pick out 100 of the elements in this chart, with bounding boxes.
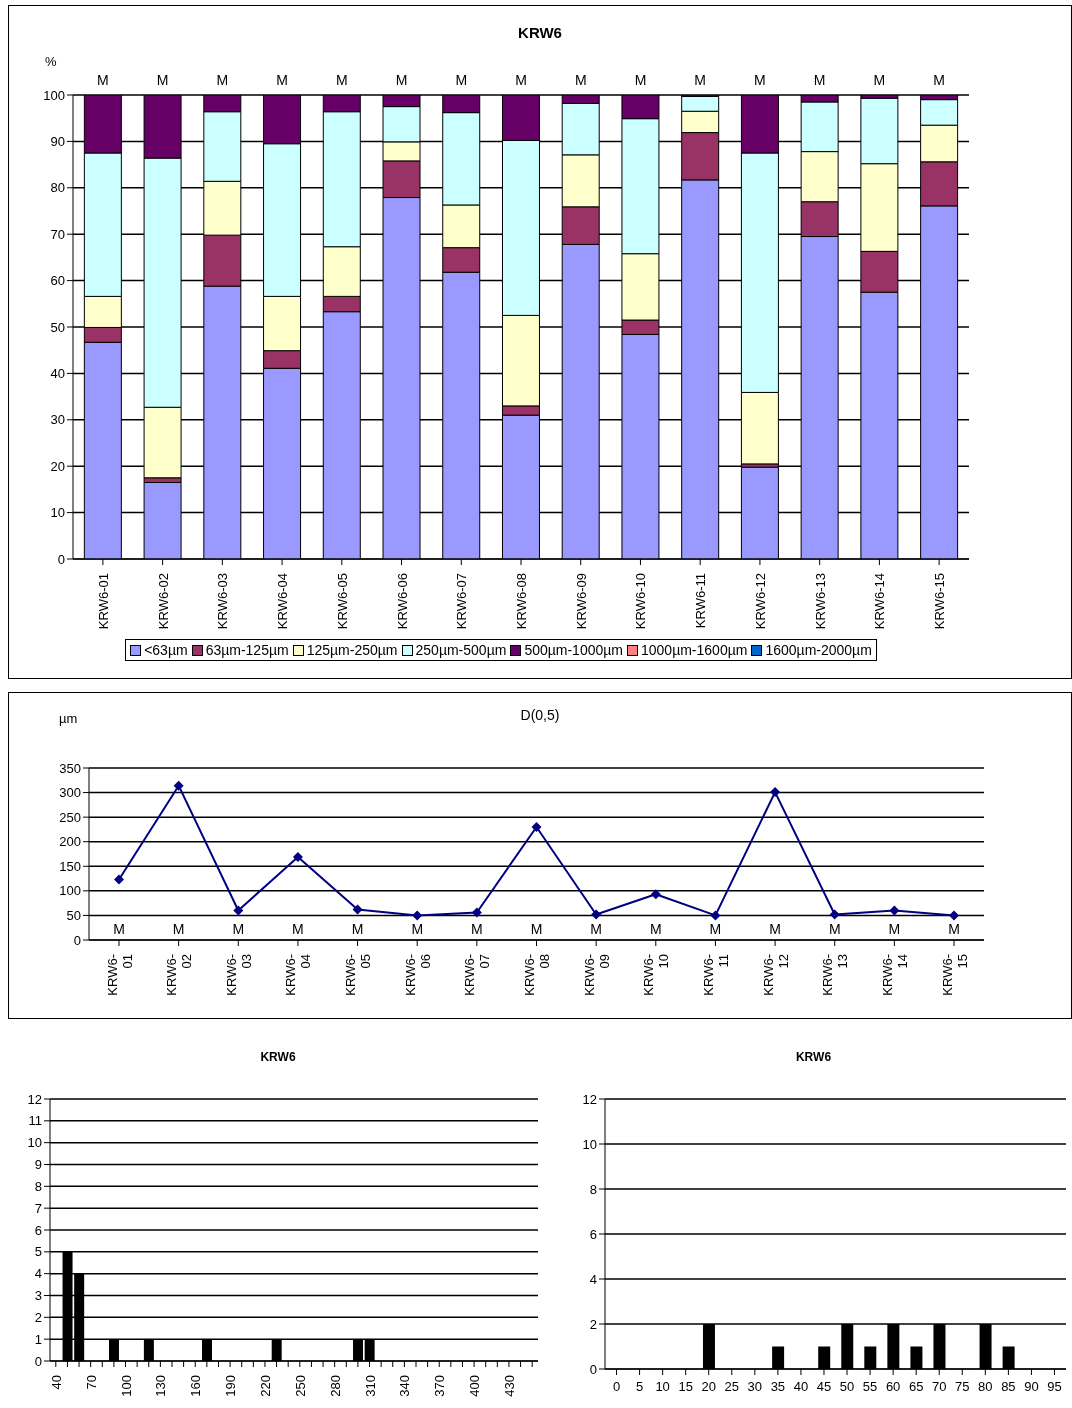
text: M [813,72,826,88]
text: M [933,72,945,88]
x-tick-label: 220 [257,1375,273,1397]
text: M [754,72,766,88]
y-tick-label: 0 [34,1353,42,1369]
chart-title: KRW6 [517,24,563,41]
x-tick-label: KRW6-09 [581,954,612,996]
x-tick-label: KRW6-07 [462,954,493,996]
x-tick-label: 45 [816,1379,832,1394]
point [650,889,661,900]
annotation: M [888,921,901,937]
y-tick-label: 0 [57,551,65,567]
y-tick-label: 0 [73,932,81,948]
chart-title: D(0,5) [520,707,560,723]
annotation: M [590,921,602,937]
x-tick-label: 25 [724,1379,740,1394]
text: M [97,72,109,88]
text: M [216,72,229,88]
y-tick-label: 300 [59,785,81,801]
x-tick-label: 430 [501,1375,517,1397]
y-tick-label: 40 [50,366,65,382]
y-tick-label: 4 [34,1266,42,1282]
x-tick-label: 160 [188,1375,204,1397]
point [889,905,900,916]
legend-label: 250µm-500µm [414,642,507,658]
chart-title: KRW6 [259,1050,297,1064]
annotation: M [172,921,185,937]
y-tick-label: 8 [34,1178,42,1194]
point [471,907,482,918]
legend-label: 1000µm-1600µm [640,642,748,658]
point [292,851,303,862]
x-tick-label: 340 [397,1375,413,1397]
x-tick-label: 0 [612,1379,621,1394]
y-tick-label: 250 [59,809,81,825]
y-tick-label: 10 [582,1136,597,1152]
x-tick-label: KRW6-05 [334,573,350,630]
chart-title: KRW6 [794,1050,833,1064]
y-tick-label: 12 [582,1091,597,1107]
x-tick-label: KRW6-13 [820,954,851,996]
x-tick-label: 70 [931,1379,947,1394]
legend-label: 500µm-1000µm [523,642,623,658]
text: M [335,72,348,88]
x-tick-label: 55 [862,1379,878,1394]
x-tick-label: KRW6-09 [573,573,589,630]
point [233,905,244,916]
y-tick-label: 12 [27,1091,42,1107]
y-tick-label: 6 [34,1222,42,1238]
x-tick-label: KRW6-04 [275,573,291,630]
x-tick-label: KRW6-02 [155,573,171,630]
y-tick-label: 2 [589,1316,597,1332]
y-tick-label: 2 [34,1309,42,1325]
y-axis-title: % [45,54,57,69]
text: M [694,72,707,88]
x-tick-label: KRW6-10 [633,573,649,630]
text: M [634,72,647,88]
x-tick-label: KRW6-01 [104,954,135,996]
text: M [395,72,408,88]
y-tick-label: 100 [43,87,65,103]
x-tick-label: 60 [885,1379,901,1394]
y-tick-label: 70 [50,226,65,242]
y-tick-label: 0 [589,1361,597,1377]
y-tick-label: 90 [50,134,65,150]
y-tick-label: 150 [59,858,81,874]
x-tick-label: 20 [701,1379,716,1394]
annotation: M [709,921,722,937]
x-tick-label: KRW6-15 [939,954,970,996]
x-tick-label: KRW6-04 [283,954,314,996]
x-tick-label: 400 [467,1375,483,1397]
text: M [515,72,527,88]
point [114,874,124,885]
x-tick-label: 35 [770,1379,786,1394]
x-tick-label: KRW6-01 [95,573,111,630]
point [829,909,840,920]
x-tick-label: 65 [908,1379,924,1394]
annotation: M [948,921,960,937]
x-tick-label: 130 [153,1375,169,1397]
annotation: M [113,921,125,937]
annotation: M [232,921,245,937]
x-tick-label: KRW6-15 [932,573,948,630]
x-tick-label: 85 [1001,1379,1016,1394]
y-tick-label: 4 [589,1271,597,1287]
point [412,910,423,921]
x-tick-label: KRW6-06 [394,573,410,630]
annotation: M [649,921,662,937]
annotation: M [769,921,781,937]
x-tick-label: 5 [635,1379,644,1394]
y-tick-label: 350 [59,760,81,776]
x-tick-label: KRW6-02 [164,954,195,996]
y-axis-title: µm [59,711,78,726]
x-tick-label: 40 [793,1379,809,1394]
text: M [574,72,587,88]
point [531,821,542,832]
y-tick-label: 30 [50,412,65,428]
y-tick-label: 200 [59,834,81,850]
x-tick-label: KRW6-13 [812,573,828,630]
annotation: M [471,921,483,937]
x-tick-label: KRW6-14 [872,573,888,630]
y-tick-label: 5 [34,1244,42,1260]
annotation: M [530,921,543,937]
y-tick-label: 20 [50,458,65,474]
